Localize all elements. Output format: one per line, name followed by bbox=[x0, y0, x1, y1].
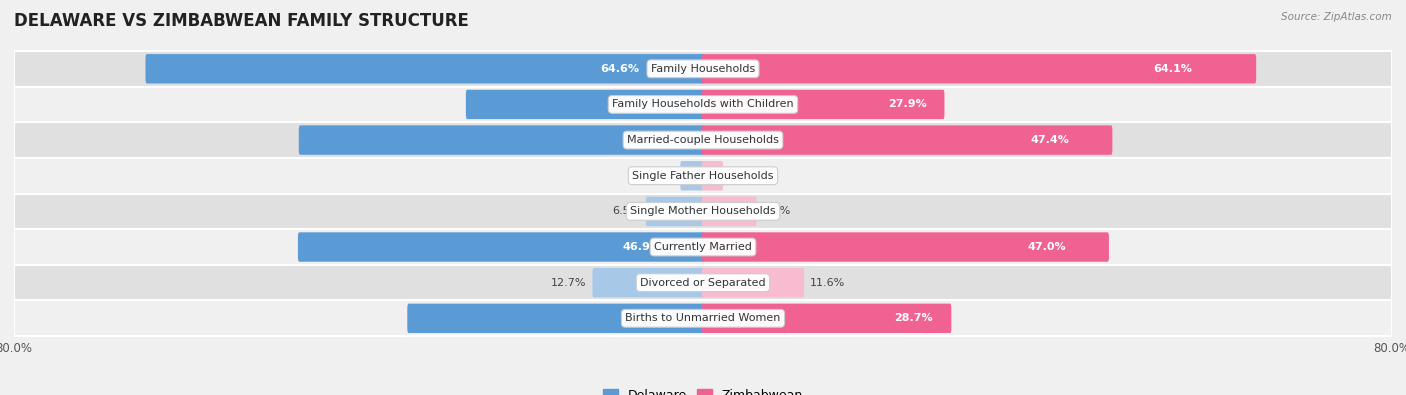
Text: 27.9%: 27.9% bbox=[887, 100, 927, 109]
Text: 11.6%: 11.6% bbox=[810, 278, 845, 288]
FancyBboxPatch shape bbox=[702, 268, 804, 297]
Bar bbox=[14, 301, 1392, 336]
Bar bbox=[14, 265, 1392, 301]
FancyBboxPatch shape bbox=[702, 197, 756, 226]
Legend: Delaware, Zimbabwean: Delaware, Zimbabwean bbox=[598, 384, 808, 395]
Text: 64.1%: 64.1% bbox=[1153, 64, 1192, 74]
Text: Births to Unmarried Women: Births to Unmarried Women bbox=[626, 313, 780, 324]
Text: 2.2%: 2.2% bbox=[728, 171, 758, 181]
Text: 47.4%: 47.4% bbox=[1031, 135, 1070, 145]
Text: 2.5%: 2.5% bbox=[647, 171, 675, 181]
FancyBboxPatch shape bbox=[408, 304, 704, 333]
FancyBboxPatch shape bbox=[702, 54, 1256, 83]
Text: Source: ZipAtlas.com: Source: ZipAtlas.com bbox=[1281, 12, 1392, 22]
Bar bbox=[14, 229, 1392, 265]
Text: 46.9%: 46.9% bbox=[623, 242, 662, 252]
Text: 47.0%: 47.0% bbox=[1028, 242, 1066, 252]
Text: Currently Married: Currently Married bbox=[654, 242, 752, 252]
FancyBboxPatch shape bbox=[702, 125, 1112, 155]
Text: Divorced or Separated: Divorced or Separated bbox=[640, 278, 766, 288]
Text: 27.4%: 27.4% bbox=[648, 100, 688, 109]
FancyBboxPatch shape bbox=[592, 268, 704, 297]
FancyBboxPatch shape bbox=[681, 161, 704, 190]
Bar bbox=[14, 158, 1392, 194]
Text: 6.1%: 6.1% bbox=[762, 206, 790, 216]
Text: Family Households: Family Households bbox=[651, 64, 755, 74]
FancyBboxPatch shape bbox=[702, 161, 723, 190]
Text: Married-couple Households: Married-couple Households bbox=[627, 135, 779, 145]
FancyBboxPatch shape bbox=[465, 90, 704, 119]
Text: Single Mother Households: Single Mother Households bbox=[630, 206, 776, 216]
Bar bbox=[14, 51, 1392, 87]
FancyBboxPatch shape bbox=[299, 125, 704, 155]
Text: Single Father Households: Single Father Households bbox=[633, 171, 773, 181]
Text: 6.5%: 6.5% bbox=[612, 206, 640, 216]
Bar bbox=[14, 122, 1392, 158]
FancyBboxPatch shape bbox=[702, 232, 1109, 262]
FancyBboxPatch shape bbox=[702, 90, 945, 119]
Text: 34.2%: 34.2% bbox=[640, 313, 678, 324]
Text: DELAWARE VS ZIMBABWEAN FAMILY STRUCTURE: DELAWARE VS ZIMBABWEAN FAMILY STRUCTURE bbox=[14, 12, 470, 30]
Bar bbox=[14, 194, 1392, 229]
Text: 46.8%: 46.8% bbox=[623, 135, 662, 145]
Bar bbox=[14, 87, 1392, 122]
Text: 28.7%: 28.7% bbox=[894, 313, 932, 324]
Text: 12.7%: 12.7% bbox=[551, 278, 586, 288]
FancyBboxPatch shape bbox=[645, 197, 704, 226]
FancyBboxPatch shape bbox=[298, 232, 704, 262]
Text: Family Households with Children: Family Households with Children bbox=[612, 100, 794, 109]
Text: 64.6%: 64.6% bbox=[600, 64, 640, 74]
FancyBboxPatch shape bbox=[145, 54, 704, 83]
FancyBboxPatch shape bbox=[702, 304, 952, 333]
